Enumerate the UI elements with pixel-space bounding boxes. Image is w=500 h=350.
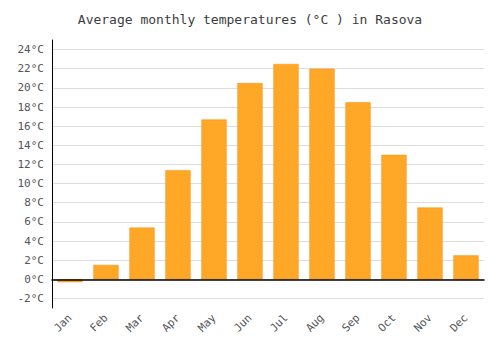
svg-text:8°C: 8°C bbox=[24, 196, 44, 209]
svg-text:Nov: Nov bbox=[411, 311, 434, 334]
svg-text:24°C: 24°C bbox=[18, 43, 45, 56]
svg-text:Jun: Jun bbox=[231, 311, 254, 334]
svg-text:4°C: 4°C bbox=[24, 235, 44, 248]
svg-text:Jul: Jul bbox=[267, 311, 290, 334]
svg-text:Oct: Oct bbox=[375, 311, 398, 334]
svg-text:Aug: Aug bbox=[303, 311, 326, 334]
svg-text:May: May bbox=[195, 311, 218, 334]
svg-text:12°C: 12°C bbox=[18, 158, 45, 171]
svg-text:Average monthly temperatures (: Average monthly temperatures (°C ) in Ra… bbox=[78, 12, 422, 27]
svg-text:Mar: Mar bbox=[123, 311, 146, 334]
svg-text:Jan: Jan bbox=[51, 311, 74, 334]
svg-text:0°C: 0°C bbox=[24, 273, 44, 286]
svg-text:18°C: 18°C bbox=[18, 101, 45, 114]
svg-text:Sep: Sep bbox=[339, 311, 362, 334]
svg-text:-2°C: -2°C bbox=[18, 292, 45, 305]
svg-text:Feb: Feb bbox=[87, 311, 110, 334]
svg-text:Apr: Apr bbox=[159, 311, 182, 334]
svg-text:14°C: 14°C bbox=[18, 139, 45, 152]
svg-text:Dec: Dec bbox=[447, 311, 470, 334]
svg-text:6°C: 6°C bbox=[24, 215, 44, 228]
svg-text:22°C: 22°C bbox=[18, 62, 45, 75]
svg-text:2°C: 2°C bbox=[24, 254, 44, 267]
svg-text:16°C: 16°C bbox=[18, 120, 45, 133]
svg-text:20°C: 20°C bbox=[18, 81, 45, 94]
svg-text:10°C: 10°C bbox=[18, 177, 45, 190]
